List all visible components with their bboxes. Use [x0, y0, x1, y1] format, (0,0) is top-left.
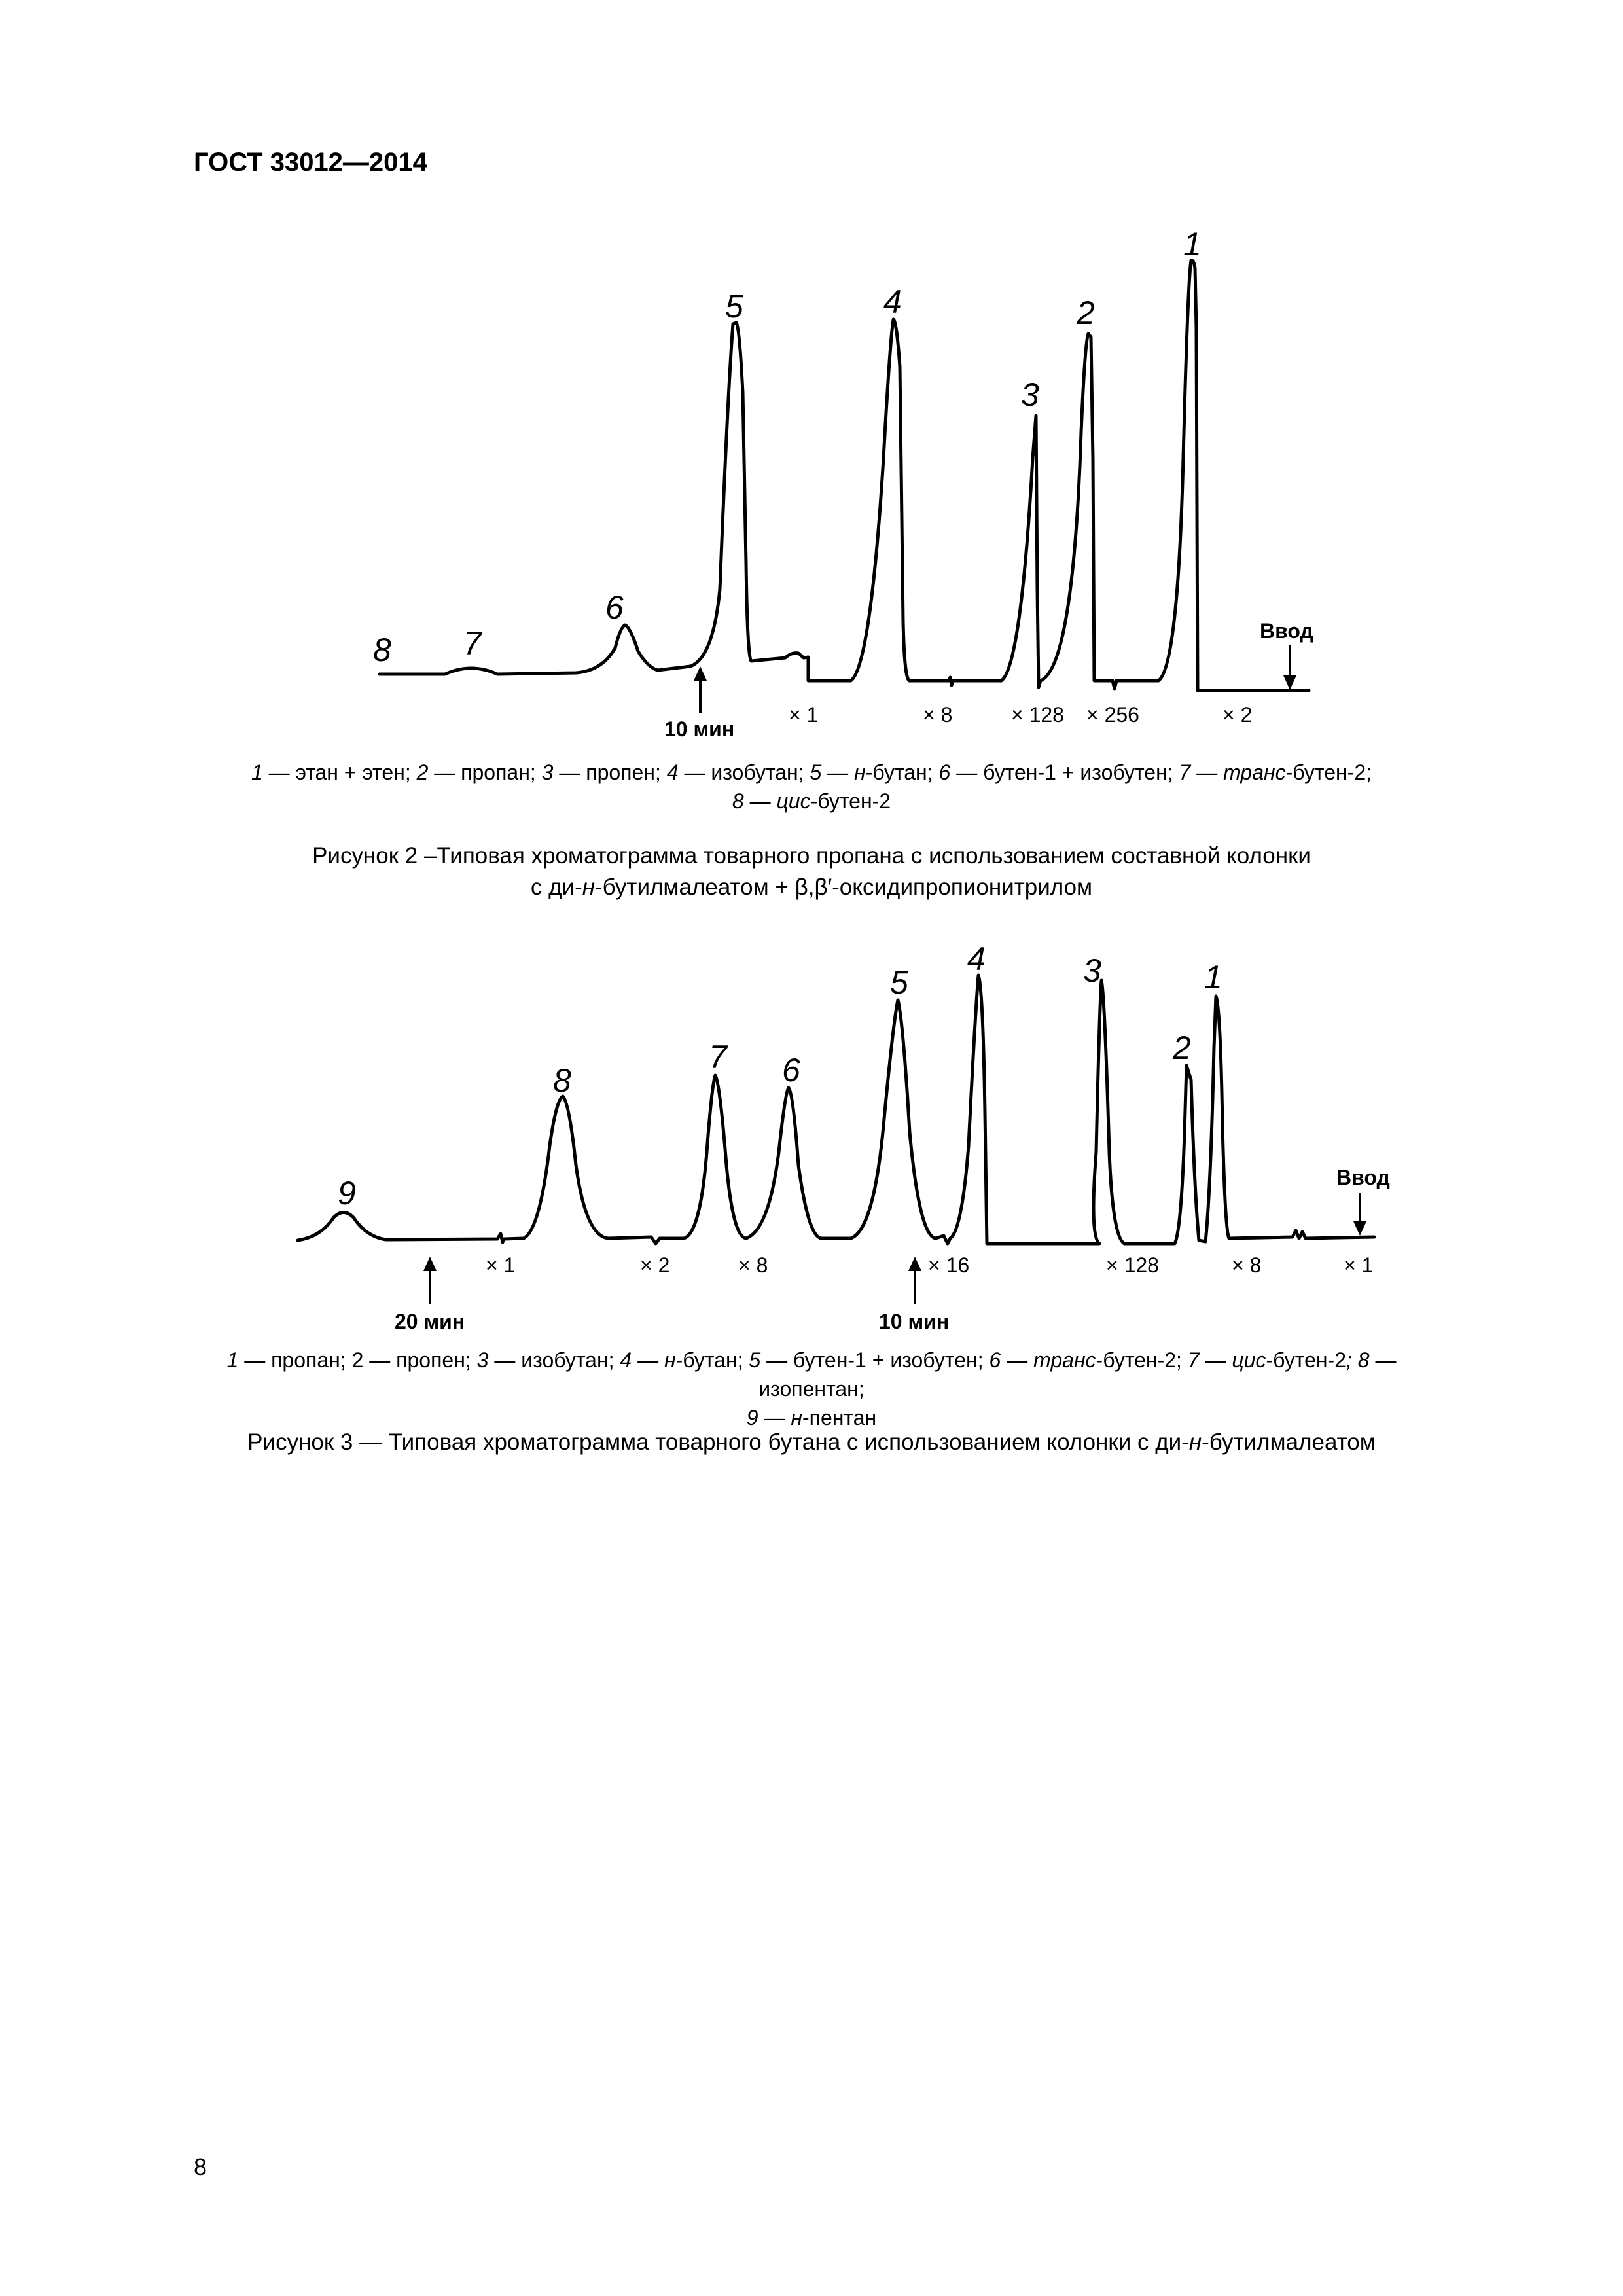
legend-text: — [758, 1406, 791, 1429]
caption-line: Рисунок 2 –Типовая хроматограмма товарно… [312, 843, 1311, 869]
legend-text: — бутен-1 + изобутен; [760, 1348, 990, 1372]
legend-text: — бутен-1 + изобутен; [950, 761, 1179, 784]
legend-text: — пропен; [553, 761, 667, 784]
legend-italic-text: н [664, 1348, 676, 1372]
legend-number: 1 [226, 1348, 239, 1372]
legend-text: — [743, 789, 777, 813]
peak-label-9: 9 [338, 1175, 356, 1211]
legend-number: 9 [746, 1406, 758, 1429]
attenuation-label: × 128 [1106, 1253, 1159, 1277]
legend-number: 1 [251, 761, 263, 784]
peak-label-3: 3 [1021, 376, 1039, 413]
figure-2-legend: 1 — этан + этен; 2 — пропан; 3 — пропен;… [190, 758, 1433, 816]
legend-text: — [1199, 1348, 1232, 1372]
legend-text: — изобутан; [678, 761, 810, 784]
legend-number: 8 [732, 789, 744, 813]
attenuation-label: × 16 [928, 1253, 969, 1277]
legend-line: 1 — пропан; 2 — пропен; 3 — изобутан; 4 … [190, 1346, 1433, 1403]
legend-text: — [821, 761, 855, 784]
legend-italic-text: транс [1223, 761, 1286, 784]
peak-label-4: 4 [967, 941, 986, 977]
attenuation-label: × 1 [789, 703, 818, 726]
legend-text: -бутен-2 [810, 789, 891, 813]
legend-text: — [632, 1348, 664, 1372]
peak-label-2: 2 [1076, 295, 1095, 331]
peak-label-2: 2 [1172, 1030, 1191, 1066]
legend-italic-text: цис [776, 789, 811, 813]
chromatogram-3: 1 2 3 4 5 6 7 8 9 20 мин 10 мин Ввод × 1… [296, 941, 1390, 1333]
attenuation-label: × 8 [738, 1253, 768, 1277]
time-mark: 10 мин [879, 1310, 949, 1333]
legend-text: — [1190, 761, 1224, 784]
attenuation-label: × 1 [1344, 1253, 1373, 1277]
figure-2-caption: Рисунок 2 –Типовая хроматограмма товарно… [190, 840, 1433, 903]
legend-number: 5 [749, 1348, 761, 1372]
legend-number: 5 [810, 761, 822, 784]
peak-label-1: 1 [1204, 959, 1222, 996]
peak-label-5: 5 [890, 964, 908, 1001]
legend-number: 3 [541, 761, 554, 784]
chromatogram-2: 1 2 3 4 5 6 7 8 10 мин Ввод × 1 × 8 × 12… [373, 226, 1313, 741]
legend-italic-text: транс [1033, 1348, 1096, 1372]
legend-text: — пропан; [428, 761, 542, 784]
attenuation-label: × 2 [640, 1253, 669, 1277]
peak-label-6: 6 [782, 1052, 800, 1088]
peak-label-6: 6 [605, 589, 624, 626]
legend-italic-text: цис [1232, 1348, 1266, 1372]
caption-line: с ди-н-бутилмалеатом + β,β′-оксидипропио… [530, 874, 1093, 900]
injection-label: Ввод [1336, 1166, 1390, 1189]
legend-number: 4 [666, 761, 679, 784]
legend-text: -бутан; [865, 761, 939, 784]
legend-italic-text: ; 8 [1346, 1348, 1370, 1372]
attenuation-label: × 128 [1011, 703, 1064, 726]
peak-label-1: 1 [1183, 226, 1202, 262]
legend-text: — пропан; 2 — пропен; [238, 1348, 477, 1372]
legend-number: 2 [416, 761, 429, 784]
legend-line: 8 — цис-бутен-2 [190, 787, 1433, 816]
legend-number: 7 [1179, 761, 1191, 784]
peak-label-7: 7 [463, 625, 483, 662]
legend-number: 6 [938, 761, 951, 784]
attenuation-label: × 2 [1222, 703, 1252, 726]
chromatogram-2-trace [378, 259, 1311, 692]
legend-text: -бутен-2; [1096, 1348, 1188, 1372]
figure-3: 1 2 3 4 5 6 7 8 9 20 мин 10 мин Ввод × 1… [0, 916, 1623, 1505]
legend-number: 3 [476, 1348, 489, 1372]
legend-number: 4 [620, 1348, 632, 1372]
injection-label: Ввод [1260, 619, 1313, 643]
legend-text: — этан + этен; [262, 761, 417, 784]
figure-3-legend: 1 — пропан; 2 — пропен; 3 — изобутан; 4 … [190, 1346, 1433, 1432]
caption-line: Рисунок 3 — Типовая хроматограмма товарн… [247, 1429, 1376, 1455]
legend-italic-text: н [791, 1406, 802, 1429]
peak-label-8: 8 [553, 1062, 571, 1099]
peak-label-8: 8 [373, 632, 391, 668]
page-number: 8 [194, 2153, 207, 2180]
attenuation-label: × 8 [1232, 1253, 1261, 1277]
legend-text: -бутан; [675, 1348, 749, 1372]
legend-text: — изобутан; [488, 1348, 620, 1372]
peak-label-5: 5 [725, 288, 743, 325]
time-mark: 10 мин [664, 717, 734, 741]
legend-text: -пентан [802, 1406, 877, 1429]
legend-number: 6 [989, 1348, 1001, 1372]
peak-label-4: 4 [883, 283, 902, 320]
legend-text: — [1001, 1348, 1034, 1372]
time-mark: 20 мин [395, 1310, 465, 1333]
chromatogram-3-trace [296, 973, 1376, 1246]
legend-text: -бутен-2; [1285, 761, 1372, 784]
peak-label-7: 7 [709, 1039, 728, 1075]
attenuation-label: × 8 [923, 703, 952, 726]
legend-text: — изопентан; [758, 1348, 1397, 1401]
figure-2: 1 2 3 4 5 6 7 8 10 мин Ввод × 1 × 8 × 12… [0, 0, 1623, 916]
legend-line: 1 — этан + этен; 2 — пропан; 3 — пропен;… [190, 758, 1433, 787]
legend-text: -бутен-2 [1266, 1348, 1347, 1372]
legend-italic-text: н [854, 761, 866, 784]
attenuation-label: × 256 [1086, 703, 1139, 726]
legend-line: 9 — н-пентан [190, 1403, 1433, 1432]
peak-label-3: 3 [1083, 952, 1101, 989]
legend-number: 7 [1187, 1348, 1200, 1372]
document-header: ГОСТ 33012—2014 [194, 148, 427, 177]
attenuation-label: × 1 [486, 1253, 515, 1277]
figure-3-caption: Рисунок 3 — Типовая хроматограмма товарн… [190, 1427, 1433, 1458]
